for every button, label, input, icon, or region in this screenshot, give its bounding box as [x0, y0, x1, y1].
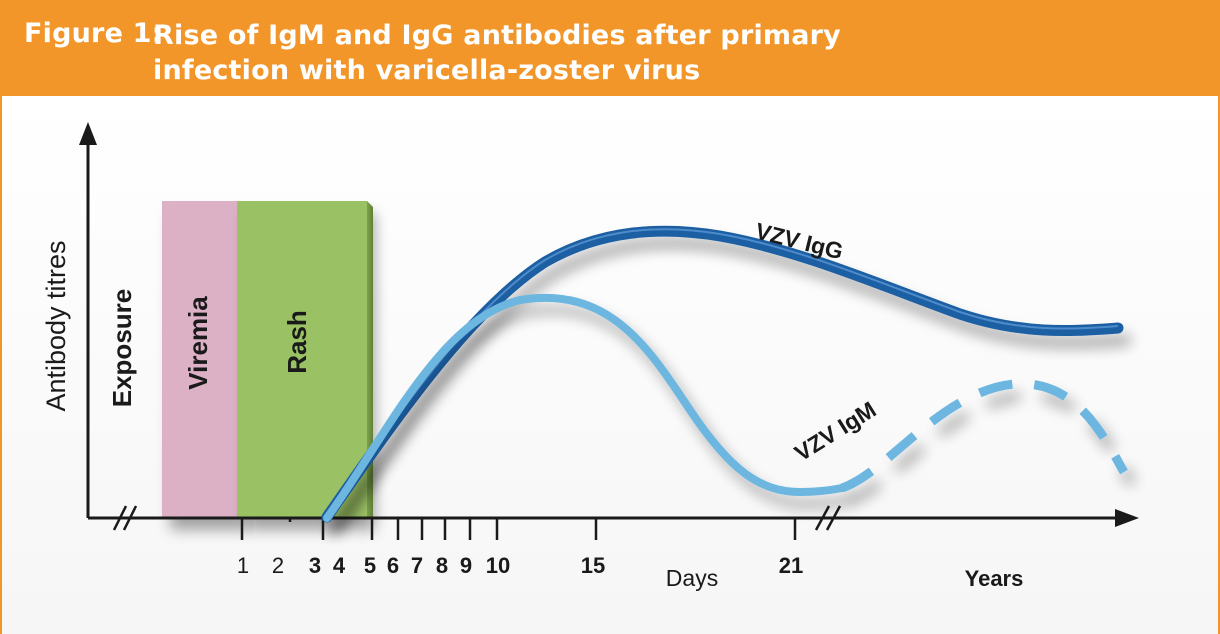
exposure-label: Exposure [107, 289, 137, 408]
x-ticks [240, 518, 797, 540]
tick-label-1: 1 [237, 553, 249, 578]
rash-block [237, 201, 367, 518]
tick-label-9: 9 [460, 553, 472, 578]
viremia-block [162, 201, 238, 518]
igg-curve [321, 225, 1124, 523]
figure-title: Rise of IgM and IgG antibodies after pri… [153, 20, 841, 86]
axis-break-left [112, 505, 138, 531]
tick-label-8: 8 [436, 553, 448, 578]
tick-label-10: 10 [486, 553, 510, 578]
y-axis-label: Antibody titres [41, 240, 71, 411]
figure-header: Figure 1: Rise of IgM and IgG antibodies… [0, 0, 1220, 96]
igm-curve [323, 293, 846, 522]
y-axis-arrow [79, 122, 97, 145]
tick-label-5: 5 [364, 553, 376, 578]
tick-label-4: 4 [333, 553, 346, 578]
figure-label: Figure 1: [24, 18, 163, 49]
x-axis-arrow [1115, 509, 1139, 527]
tick-label-15: 15 [581, 553, 605, 578]
igm-curve-label: VZV IgM [790, 396, 881, 466]
viremia-label: Viremia [183, 296, 213, 390]
x-axis-label-days: Days [666, 565, 718, 591]
igm-curve-dashed [840, 379, 1128, 493]
tick-label-2: 2 [272, 553, 284, 578]
panel-border-left [0, 96, 2, 634]
tick-label-21: 21 [779, 553, 803, 578]
x-axis-label-years: Years [965, 566, 1024, 591]
rash-block-side [367, 201, 373, 518]
rash-label: Rash [282, 310, 312, 374]
tick-label-6: 6 [387, 553, 399, 578]
tick-label-3: 3 [309, 553, 321, 578]
axis-break-right [814, 505, 842, 531]
panel-border-right [1218, 96, 1220, 634]
tick-label-7: 7 [411, 553, 423, 578]
